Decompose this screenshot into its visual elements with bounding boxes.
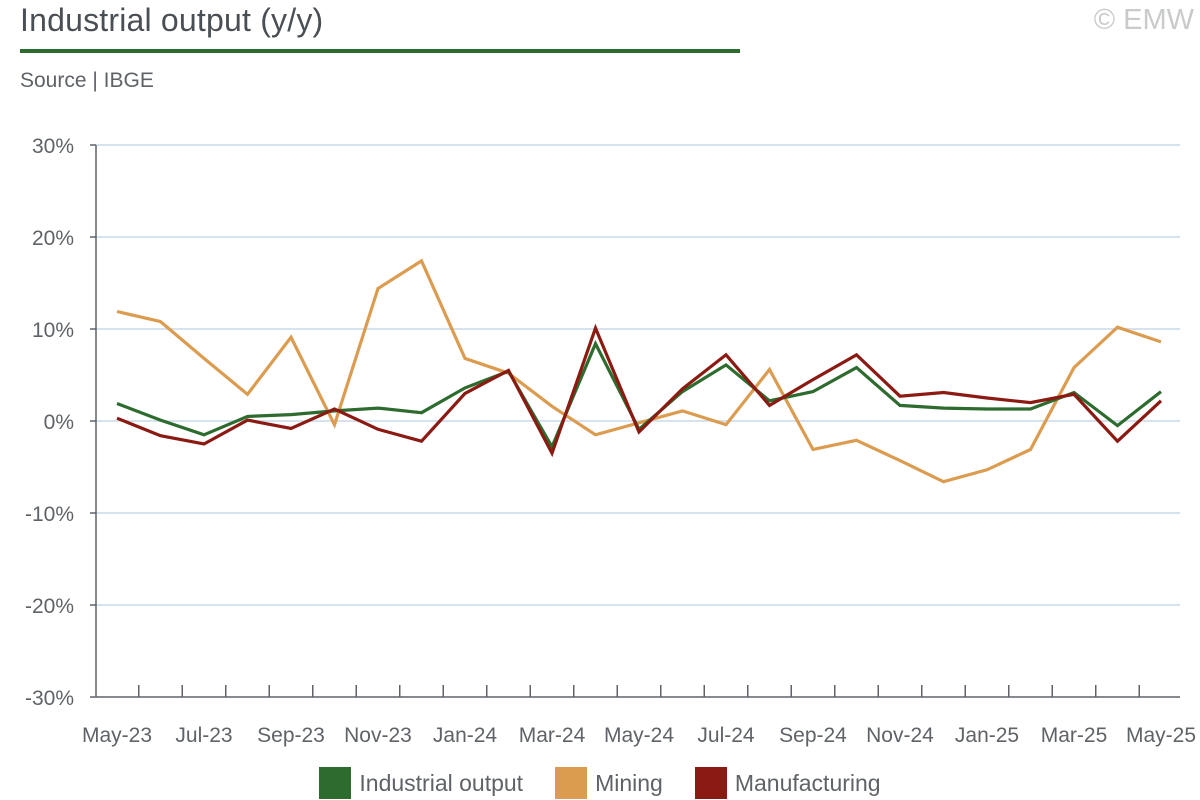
x-tick-label: Jan-25 [955, 724, 1019, 747]
y-tick-label: -30% [25, 687, 74, 710]
source-label: Source | IBGE [20, 69, 154, 92]
legend-swatch-mining [555, 767, 588, 799]
series-line-manufacturing [116, 323, 1163, 458]
x-tick-label: Sep-23 [257, 724, 325, 747]
x-tick-label: Jul-23 [175, 724, 232, 747]
title-underline [20, 49, 740, 53]
x-tick-label: May-23 [82, 724, 152, 747]
y-tick-label: 30% [32, 135, 74, 158]
copyright-label: © EMW [1093, 4, 1194, 36]
legend-label-industrial-output: Industrial output [359, 769, 524, 796]
line-chart: 30% 20% 10% 0% -10% -20% -30% May-23 Jul-23 Sep-2… [25, 135, 1196, 747]
series-line-mining [116, 258, 1162, 484]
x-tick-label: May-24 [604, 724, 674, 747]
y-tick-label: 0% [44, 411, 74, 434]
x-tick-label: Nov-23 [344, 724, 412, 747]
x-tick-label: Jul-24 [697, 724, 755, 747]
x-tick-label: Mar-24 [519, 724, 586, 747]
legend-item-mining: Mining [555, 767, 663, 799]
chart-title: Industrial output (y/y) [20, 2, 324, 38]
legend-swatch-industrial-output [319, 767, 352, 799]
legend-item-industrial-output: Industrial output [319, 767, 523, 799]
legend-label-mining: Mining [595, 769, 663, 796]
y-tick-label: -10% [25, 503, 74, 526]
y-tick-label: 20% [32, 227, 74, 250]
y-tick-label: -20% [25, 595, 74, 618]
legend-swatch-manufacturing [694, 767, 727, 799]
chart-legend: Industrial output Mining Manufacturing [0, 766, 1200, 800]
y-tick-label: 10% [32, 319, 74, 342]
x-tick-label: May-25 [1126, 724, 1196, 747]
x-tick-label: Mar-25 [1041, 724, 1108, 747]
x-tick-label: Jan-24 [433, 724, 498, 747]
legend-item-manufacturing: Manufacturing [694, 767, 881, 799]
x-tick-label: Nov-24 [866, 724, 934, 747]
legend-label-manufacturing: Manufacturing [734, 769, 881, 796]
x-tick-label: Sep-24 [779, 724, 847, 747]
